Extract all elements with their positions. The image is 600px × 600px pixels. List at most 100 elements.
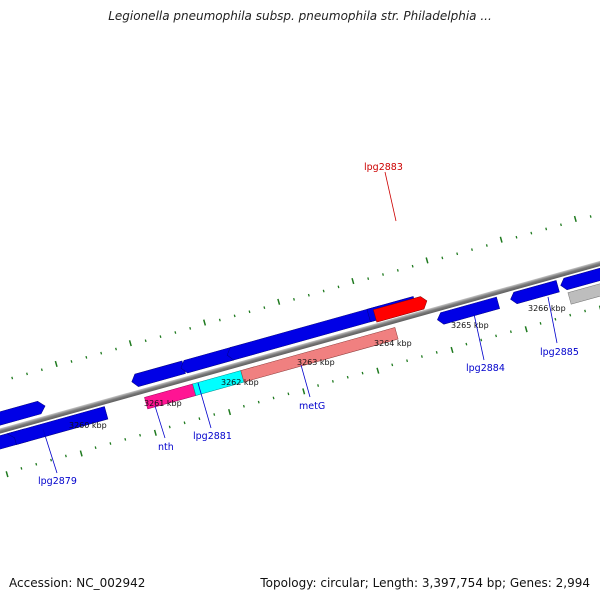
- minor-tick: [293, 297, 295, 301]
- major-tick: [302, 388, 306, 395]
- minor-tick: [406, 359, 409, 363]
- minor-tick: [213, 413, 216, 416]
- tick-label: 3260 kbp: [69, 421, 107, 430]
- major-tick: [499, 236, 503, 243]
- minor-tick: [495, 334, 498, 338]
- gene-arrow-lpg2884-region[interactable]: [0, 400, 47, 452]
- minor-tick: [85, 355, 88, 359]
- gene-arrow-metG[interactable]: [225, 305, 385, 362]
- major-tick: [277, 298, 281, 305]
- minor-tick: [189, 326, 192, 330]
- minor-tick: [159, 335, 162, 338]
- tick-label: 3261 kbp: [144, 399, 182, 408]
- minor-tick: [174, 331, 177, 334]
- minor-tick: [287, 392, 290, 396]
- minor-tick: [139, 433, 142, 437]
- gene-label-lpg2885[interactable]: lpg2885: [540, 347, 579, 358]
- gene-block-gray[interactable]: [567, 270, 600, 305]
- major-tick: [425, 257, 429, 264]
- gene-arrow-lpg2884[interactable]: [436, 296, 500, 325]
- minor-tick: [168, 425, 171, 429]
- minor-tick: [411, 264, 414, 268]
- minor-tick: [545, 227, 548, 231]
- topology-summary: Topology: circular; Length: 3,397,754 bp…: [260, 576, 590, 590]
- tick-label: 3262 kbp: [221, 378, 259, 387]
- leader-line-lpg2881: [197, 382, 212, 429]
- minor-tick: [441, 256, 444, 260]
- gene-block-metG[interactable]: [240, 327, 399, 383]
- minor-tick: [569, 313, 572, 317]
- minor-tick: [382, 273, 384, 276]
- minor-tick: [26, 372, 28, 376]
- gene-label-metG[interactable]: metG: [299, 401, 325, 412]
- minor-tick: [124, 438, 127, 441]
- major-tick: [128, 340, 132, 347]
- minor-tick: [20, 466, 23, 470]
- minor-tick: [11, 376, 14, 380]
- minor-tick: [435, 351, 438, 354]
- tick-label: 3264 kbp: [374, 339, 412, 348]
- gene-arrow-lpg2881[interactable]: [179, 347, 235, 375]
- minor-tick: [420, 355, 423, 358]
- minor-tick: [485, 244, 488, 247]
- minor-tick: [50, 458, 53, 462]
- leader-line-lpg2884: [473, 313, 485, 361]
- minor-tick: [263, 306, 266, 310]
- minor-tick: [456, 252, 459, 256]
- gene-arrow-right-1[interactable]: [559, 256, 600, 291]
- minor-tick: [589, 215, 592, 218]
- minor-tick: [218, 318, 221, 322]
- gene-arrow-nth[interactable]: [130, 360, 186, 388]
- minor-tick: [554, 317, 557, 321]
- major-tick: [54, 360, 58, 368]
- minor-tick: [396, 268, 399, 272]
- leader-lines: [42, 171, 558, 474]
- minor-tick: [100, 351, 103, 355]
- gene-label-lpg2883[interactable]: lpg2883: [364, 162, 403, 173]
- minor-tick: [530, 231, 533, 235]
- major-tick: [153, 429, 157, 436]
- minor-tick: [346, 375, 349, 379]
- minor-tick: [198, 417, 201, 421]
- minor-tick: [465, 342, 468, 346]
- minor-tick: [391, 363, 394, 367]
- leader-line-nth: [154, 405, 166, 439]
- gene-label-lpg2884[interactable]: lpg2884: [466, 363, 505, 374]
- gene-arrow-lpg2883-red[interactable]: [372, 295, 429, 323]
- minor-tick: [539, 322, 542, 325]
- minor-tick: [361, 371, 364, 375]
- gene-label-lpg2881[interactable]: lpg2881: [193, 431, 232, 442]
- map-title: Legionella pneumophila subsp. pneumophil…: [108, 9, 492, 23]
- gene-label-lpg2879[interactable]: lpg2879: [38, 476, 77, 487]
- minor-tick: [584, 309, 587, 313]
- minor-tick: [322, 289, 325, 293]
- tick-label: 3266 kbp: [528, 304, 566, 313]
- minor-tick: [233, 314, 236, 318]
- minor-tick: [331, 380, 334, 383]
- leader-line-lpg2883: [384, 171, 397, 222]
- minor-tick: [257, 400, 260, 404]
- gene-arrow-upstream-1[interactable]: [6, 406, 109, 447]
- major-tick: [376, 367, 380, 374]
- minor-tick: [272, 396, 275, 400]
- major-tick: [203, 319, 207, 326]
- accession-text: Accession: NC_002942: [9, 576, 146, 590]
- tick-label: 3263 kbp: [297, 358, 335, 367]
- minor-tick: [115, 347, 117, 351]
- minor-tick: [317, 384, 320, 387]
- minor-tick: [35, 462, 38, 466]
- minor-tick: [307, 293, 310, 297]
- major-tick: [524, 326, 528, 333]
- minor-tick: [509, 330, 512, 334]
- gene-arrow-lpg2885[interactable]: [509, 280, 560, 305]
- major-tick: [351, 277, 355, 285]
- tick-label: 3265 kbp: [451, 321, 489, 330]
- major-tick: [573, 215, 577, 223]
- inner-tick-ring: [5, 305, 600, 478]
- minor-tick: [471, 248, 473, 252]
- minor-tick: [480, 338, 483, 342]
- minor-tick: [94, 446, 97, 450]
- minor-tick: [144, 339, 147, 343]
- gene-label-nth[interactable]: nth: [158, 442, 174, 453]
